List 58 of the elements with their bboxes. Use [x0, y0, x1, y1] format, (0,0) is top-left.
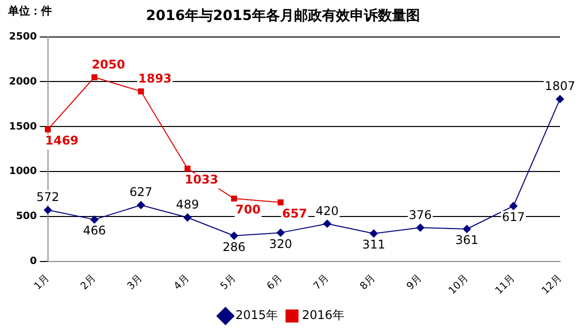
x-tick-label: 10月: [446, 272, 471, 297]
data-label: 1807: [544, 79, 576, 94]
data-label: 1033: [184, 172, 218, 187]
point: [138, 88, 144, 94]
data-label: 376: [408, 208, 432, 222]
data-label: 361: [455, 233, 478, 248]
data-label: 700: [236, 202, 261, 217]
y-tick-label: 500: [16, 211, 37, 222]
point: [230, 232, 238, 240]
point: [184, 214, 192, 222]
point: [90, 216, 98, 224]
point: [91, 74, 98, 80]
point: [136, 201, 145, 210]
data-label: 466: [82, 224, 106, 238]
data-label: 617: [502, 210, 525, 224]
point: [370, 230, 378, 238]
y-tick-label: 1500: [8, 121, 37, 132]
x-tick-label: 4月: [172, 272, 192, 292]
y-tick-label: 0: [30, 256, 37, 268]
legend-label: 2016年: [302, 308, 345, 322]
data-label: 1469: [45, 134, 79, 148]
x-tick-label: 11月: [494, 272, 518, 297]
point: [556, 95, 564, 104]
point: [44, 206, 52, 214]
data-label: 1893: [138, 71, 172, 86]
legend-label: 2015年: [235, 308, 278, 322]
x-tick-label: 9月: [404, 272, 424, 292]
data-label: 311: [362, 238, 386, 252]
data-label: 2050: [92, 57, 126, 72]
point: [416, 224, 424, 232]
y-tick-label: 1000: [8, 166, 37, 178]
point: [44, 126, 51, 132]
data-label: 572: [36, 190, 60, 204]
x-tick-label: 2月: [78, 272, 98, 292]
point: [278, 199, 284, 206]
data-label: 627: [130, 185, 152, 200]
data-label: 420: [316, 204, 339, 218]
x-tick-label: 12月: [540, 272, 564, 297]
x-tick-label: 8月: [358, 272, 378, 292]
data-label: 657: [282, 206, 308, 221]
y-tick-label: 2000: [8, 76, 37, 88]
data-label: 320: [269, 236, 292, 251]
chart-title: 2016年与2015年各月邮政有效申诉数量图: [146, 8, 420, 24]
x-tick-label: 7月: [312, 272, 332, 292]
x-tick-label: 3月: [126, 272, 145, 292]
x-tick-label: 6月: [265, 272, 285, 292]
point: [323, 220, 332, 228]
point: [509, 202, 518, 210]
y-tick-label: 2500: [8, 31, 37, 42]
point: [184, 166, 190, 172]
data-label: 286: [222, 240, 246, 254]
x-tick-label: 1月: [32, 272, 52, 292]
x-tick-label: 5月: [218, 272, 238, 292]
text: 单位：件: [7, 4, 52, 18]
point: [231, 196, 238, 202]
point: [276, 228, 285, 237]
point: [462, 225, 471, 234]
data-label: 489: [176, 198, 199, 212]
